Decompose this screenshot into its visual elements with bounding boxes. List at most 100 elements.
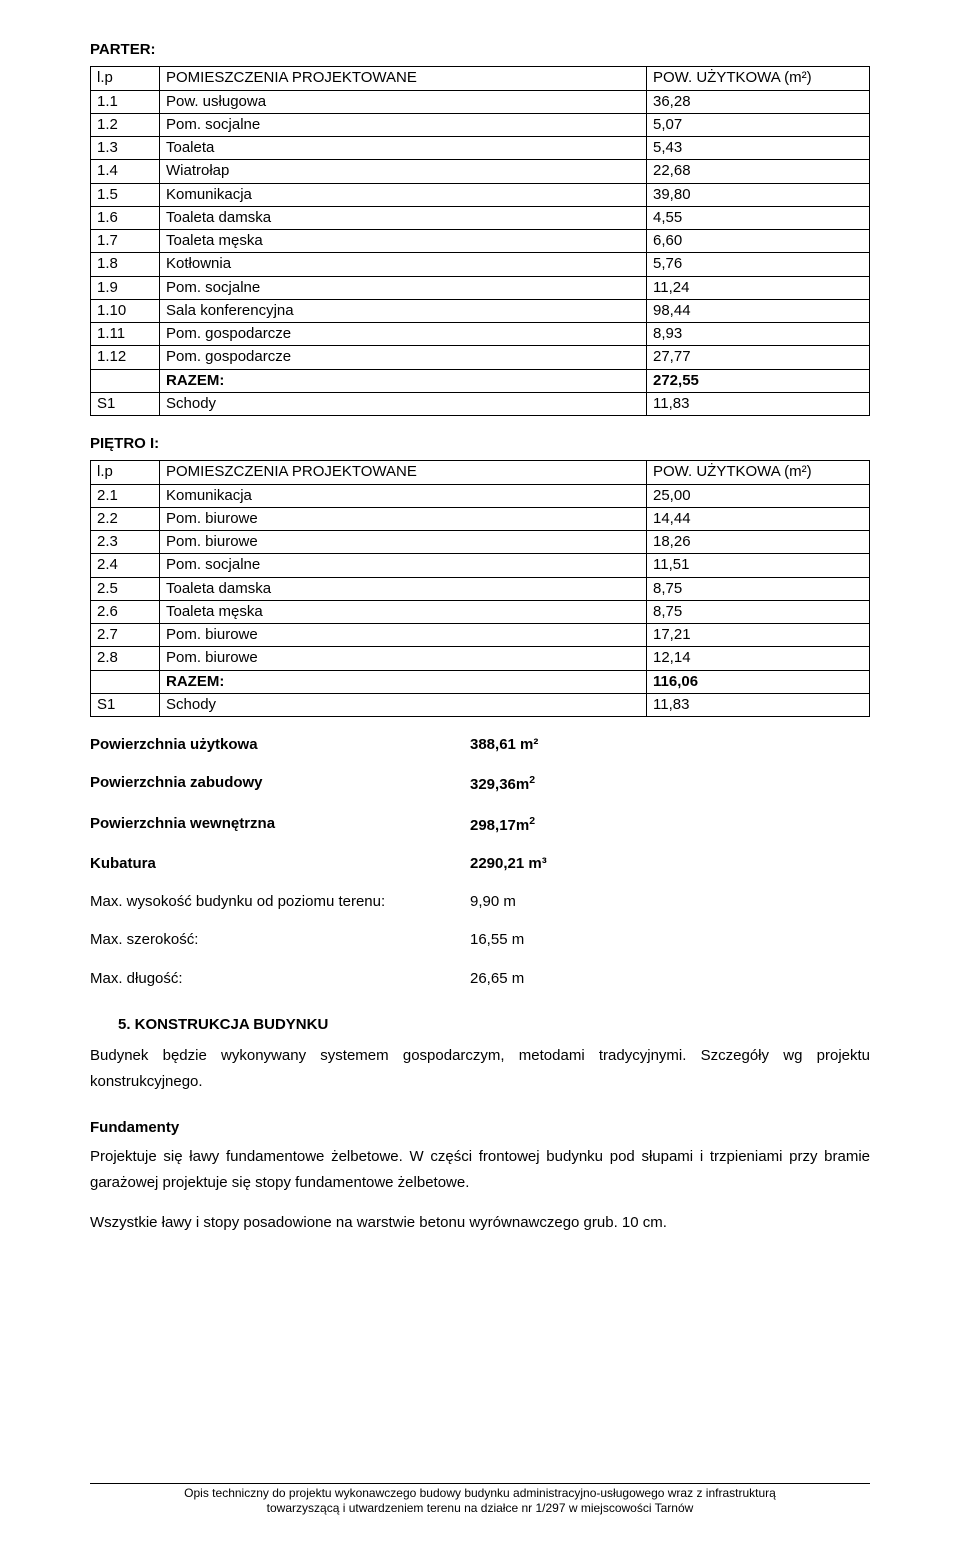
- cell-lp: 1.6: [91, 206, 160, 229]
- cell-val: 8,93: [647, 323, 870, 346]
- s1-lp: S1: [91, 392, 160, 415]
- s1-val: 11,83: [647, 392, 870, 415]
- razem-row: RAZEM: 272,55: [91, 369, 870, 392]
- cell-val: 22,68: [647, 160, 870, 183]
- cell-name: Pom. gospodarcze: [160, 323, 647, 346]
- cell-lp: 1.3: [91, 137, 160, 160]
- cell-lp: 1.2: [91, 113, 160, 136]
- zabudowy-label: Powierzchnia zabudowy: [90, 773, 470, 795]
- summary-row-szer: Max. szerokość: 16,55 m: [90, 930, 870, 950]
- table-row: 1.2Pom. socjalne5,07: [91, 113, 870, 136]
- wewnetrzna-num: 298,17m: [470, 817, 529, 834]
- cell-name: Toaleta męska: [160, 600, 647, 623]
- table-row: 1.8Kotłownia5,76: [91, 253, 870, 276]
- razem-empty: [91, 670, 160, 693]
- col-val-header: POW. UŻYTKOWA (m²): [647, 461, 870, 484]
- cell-val: 4,55: [647, 206, 870, 229]
- cell-name: Pom. biurowe: [160, 647, 647, 670]
- razem-label: RAZEM:: [160, 369, 647, 392]
- cell-val: 5,76: [647, 253, 870, 276]
- cell-val: 8,75: [647, 600, 870, 623]
- cell-name: Toaleta męska: [160, 230, 647, 253]
- zabudowy-num: 329,36m: [470, 776, 529, 793]
- s1-lp: S1: [91, 693, 160, 716]
- cell-name: Toaleta: [160, 137, 647, 160]
- cell-val: 36,28: [647, 90, 870, 113]
- cell-name: Kotłownia: [160, 253, 647, 276]
- cell-val: 11,24: [647, 276, 870, 299]
- cell-lp: 2.7: [91, 624, 160, 647]
- cell-val: 8,75: [647, 577, 870, 600]
- s1-name: Schody: [160, 693, 647, 716]
- razem-val: 116,06: [647, 670, 870, 693]
- cell-name: Wiatrołap: [160, 160, 647, 183]
- cell-lp: 1.9: [91, 276, 160, 299]
- cell-val: 98,44: [647, 299, 870, 322]
- cell-val: 27,77: [647, 346, 870, 369]
- uzytkowa-val: 388,61 m²: [470, 735, 870, 755]
- szer-label: Max. szerokość:: [90, 930, 470, 950]
- page-footer: Opis techniczny do projektu wykonawczego…: [90, 1483, 870, 1517]
- table-row: 2.7Pom. biurowe17,21: [91, 624, 870, 647]
- col-lp-header: l.p: [91, 461, 160, 484]
- razem-val: 272,55: [647, 369, 870, 392]
- section5-p3: Wszystkie ławy i stopy posadowione na wa…: [90, 1210, 870, 1236]
- table-row: 1.9Pom. socjalne11,24: [91, 276, 870, 299]
- cell-val: 17,21: [647, 624, 870, 647]
- cell-lp: 1.7: [91, 230, 160, 253]
- table-row: 1.3Toaleta5,43: [91, 137, 870, 160]
- pietro-table: l.p POMIESZCZENIA PROJEKTOWANE POW. UŻYT…: [90, 460, 870, 717]
- cell-lp: 1.10: [91, 299, 160, 322]
- table-row: 1.6Toaleta damska4,55: [91, 206, 870, 229]
- table-row: 2.1Komunikacja25,00: [91, 484, 870, 507]
- cell-lp: 2.2: [91, 507, 160, 530]
- table-row: 2.4Pom. socjalne11,51: [91, 554, 870, 577]
- section5-title: 5. KONSTRUKCJA BUDYNKU: [90, 1015, 870, 1035]
- cell-name: Pow. usługowa: [160, 90, 647, 113]
- page: PARTER: l.p POMIESZCZENIA PROJEKTOWANE P…: [0, 0, 960, 1545]
- cell-name: Toaleta damska: [160, 577, 647, 600]
- cell-lp: 1.1: [91, 90, 160, 113]
- summary-row-wewnetrzna: Powierzchnia wewnętrzna 298,17m2: [90, 814, 870, 836]
- summary-block: Powierzchnia użytkowa 388,61 m² Powierzc…: [90, 735, 870, 989]
- cell-lp: 2.6: [91, 600, 160, 623]
- cell-lp: 2.1: [91, 484, 160, 507]
- cell-name: Toaleta damska: [160, 206, 647, 229]
- kubatura-label: Kubatura: [90, 854, 470, 874]
- cell-name: Pom. biurowe: [160, 507, 647, 530]
- cell-lp: 1.5: [91, 183, 160, 206]
- section5-p1: Budynek będzie wykonywany systemem gospo…: [90, 1043, 870, 1096]
- cell-val: 39,80: [647, 183, 870, 206]
- kubatura-val: 2290,21 m³: [470, 854, 870, 874]
- uzytkowa-label: Powierzchnia użytkowa: [90, 735, 470, 755]
- cell-lp: 1.11: [91, 323, 160, 346]
- cell-val: 11,51: [647, 554, 870, 577]
- cell-lp: 2.3: [91, 531, 160, 554]
- cell-name: Pom. gospodarcze: [160, 346, 647, 369]
- table-row: 2.6Toaleta męska8,75: [91, 600, 870, 623]
- wys-val: 9,90 m: [470, 892, 870, 912]
- table-row: 2.3Pom. biurowe18,26: [91, 531, 870, 554]
- col-lp-header: l.p: [91, 67, 160, 90]
- s1-row: S1 Schody 11,83: [91, 693, 870, 716]
- zabudowy-val: 329,36m2: [470, 773, 870, 795]
- cell-val: 14,44: [647, 507, 870, 530]
- cell-name: Pom. biurowe: [160, 624, 647, 647]
- cell-val: 5,07: [647, 113, 870, 136]
- cell-lp: 2.4: [91, 554, 160, 577]
- table-row: 1.11Pom. gospodarcze8,93: [91, 323, 870, 346]
- cell-name: Pom. socjalne: [160, 276, 647, 299]
- dlug-label: Max. długość:: [90, 969, 470, 989]
- parter-label: PARTER:: [90, 40, 870, 60]
- cell-name: Pom. socjalne: [160, 554, 647, 577]
- summary-row-zabudowy: Powierzchnia zabudowy 329,36m2: [90, 773, 870, 795]
- cell-name: Komunikacja: [160, 484, 647, 507]
- cell-val: 6,60: [647, 230, 870, 253]
- wewnetrzna-label: Powierzchnia wewnętrzna: [90, 814, 470, 836]
- s1-name: Schody: [160, 392, 647, 415]
- razem-label: RAZEM:: [160, 670, 647, 693]
- cell-val: 18,26: [647, 531, 870, 554]
- wys-label: Max. wysokość budynku od poziomu terenu:: [90, 892, 470, 912]
- section5-p2: Projektuje się ławy fundamentowe żelbeto…: [90, 1144, 870, 1197]
- szer-val: 16,55 m: [470, 930, 870, 950]
